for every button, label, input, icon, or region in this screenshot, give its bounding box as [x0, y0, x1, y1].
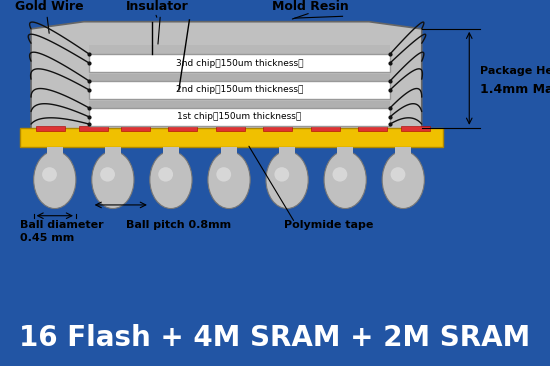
- Bar: [163, 147, 179, 160]
- Ellipse shape: [92, 151, 134, 209]
- Ellipse shape: [333, 167, 347, 182]
- Bar: [89, 108, 390, 126]
- Ellipse shape: [34, 151, 76, 209]
- Text: 0.45 mm: 0.45 mm: [20, 233, 75, 243]
- Bar: [89, 74, 390, 81]
- Bar: [20, 128, 443, 147]
- Bar: [395, 147, 411, 160]
- Bar: [263, 126, 293, 131]
- Text: 16 Flash + 4M SRAM + 2M SRAM: 16 Flash + 4M SRAM + 2M SRAM: [19, 324, 531, 352]
- Ellipse shape: [158, 167, 173, 182]
- Text: Gold Wire: Gold Wire: [15, 0, 84, 13]
- Bar: [105, 147, 121, 160]
- Polygon shape: [31, 22, 422, 130]
- Text: Polymide tape: Polymide tape: [284, 220, 374, 230]
- Ellipse shape: [216, 167, 231, 182]
- Text: Insulator: Insulator: [126, 0, 189, 13]
- Bar: [89, 81, 390, 99]
- Bar: [36, 126, 65, 131]
- Bar: [216, 126, 245, 131]
- Text: 3nd chip（150um thickness）: 3nd chip（150um thickness）: [176, 59, 304, 67]
- Ellipse shape: [266, 151, 308, 209]
- Bar: [400, 126, 430, 131]
- Ellipse shape: [100, 167, 115, 182]
- Text: Package Height: Package Height: [480, 66, 550, 76]
- Bar: [359, 126, 387, 131]
- Bar: [47, 147, 63, 160]
- Bar: [89, 54, 390, 72]
- Text: Ball pitch 0.8mm: Ball pitch 0.8mm: [126, 220, 231, 230]
- Text: Ball diameter: Ball diameter: [20, 220, 104, 230]
- Ellipse shape: [382, 151, 425, 209]
- Bar: [89, 101, 390, 108]
- Ellipse shape: [150, 151, 192, 209]
- Bar: [168, 126, 197, 131]
- Ellipse shape: [42, 167, 57, 182]
- Text: 2nd chip（150um thickness）: 2nd chip（150um thickness）: [176, 85, 303, 94]
- Text: 1.4mm Max: 1.4mm Max: [480, 83, 550, 96]
- Bar: [89, 45, 390, 54]
- Ellipse shape: [208, 151, 250, 209]
- Text: 1st chip（150um thickness）: 1st chip（150um thickness）: [178, 112, 302, 122]
- Text: Mold Resin: Mold Resin: [272, 0, 349, 13]
- Bar: [221, 147, 237, 160]
- Bar: [121, 126, 150, 131]
- Bar: [311, 126, 340, 131]
- Bar: [279, 147, 295, 160]
- Bar: [79, 126, 108, 131]
- Ellipse shape: [324, 151, 366, 209]
- Ellipse shape: [274, 167, 289, 182]
- Bar: [337, 147, 353, 160]
- Ellipse shape: [390, 167, 405, 182]
